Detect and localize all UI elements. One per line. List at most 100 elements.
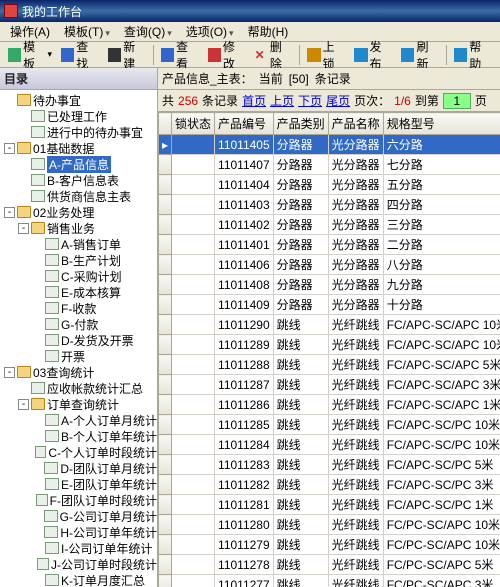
tree-node[interactable]: - 02业务处理 [0, 204, 157, 220]
table-row[interactable]: 11011280跳线光纤跳线FC/PC-SC/APC 10米以上Admin [159, 515, 500, 535]
tree-node[interactable]: J-公司订单时段统计 [0, 556, 157, 572]
tool-icon [401, 48, 414, 62]
table-row[interactable]: ▸11011405分路器光分路器六分路Admin [159, 135, 500, 155]
table-row[interactable]: 11011286跳线光纤跳线FC/APC-SC/APC 1米Admin [159, 395, 500, 415]
cell: 跳线 [273, 315, 328, 335]
table-row[interactable]: 11011282跳线光纤跳线FC/APC-SC/PC 3米Admin [159, 475, 500, 495]
tree-node[interactable]: K-订单月度汇总 [0, 572, 157, 587]
tree-node[interactable]: F-团队订单时段统计 [0, 492, 157, 508]
page-input[interactable] [443, 93, 471, 109]
table-row[interactable]: 11011408分路器光分路器九分路Admin [159, 275, 500, 295]
expand-icon[interactable]: - [18, 399, 29, 410]
expand-icon[interactable]: - [4, 143, 15, 154]
nav-dao: 到第 [415, 92, 439, 109]
expand-icon[interactable]: - [4, 367, 15, 378]
table-row[interactable]: 11011401分路器光分路器二分路Admin [159, 235, 500, 255]
folder-icon [44, 526, 58, 538]
info-rec: 条记录 [315, 70, 351, 87]
expand-icon[interactable]: - [18, 223, 29, 234]
tree-node[interactable]: E-成本核算 [0, 284, 157, 300]
cell: 11011405 [215, 135, 274, 155]
tree-label: B-个人订单年统计 [61, 428, 157, 445]
tree-node[interactable]: D-发货及开票 [0, 332, 157, 348]
tool-label: 修改 [223, 38, 246, 72]
title-bar: 我的工作台 [0, 0, 500, 22]
table-row[interactable]: 11011402分路器光分路器三分路Admin [159, 215, 500, 235]
cell: 11011282 [215, 475, 274, 495]
expand-icon[interactable]: - [4, 207, 15, 218]
table-row[interactable]: 11011406分路器光分路器八分路Admin [159, 255, 500, 275]
tree-node[interactable]: -01基础数据 [0, 140, 157, 156]
tool-label: 新建 [123, 38, 146, 72]
table-row[interactable]: 11011403分路器光分路器四分路Admin [159, 195, 500, 215]
cell: 11011286 [215, 395, 274, 415]
tree-node[interactable]: I-公司订单年统计 [0, 540, 157, 556]
cell [172, 395, 215, 415]
folder-icon [35, 446, 46, 458]
tree-node[interactable]: -销售业务 [0, 220, 157, 236]
tree-node[interactable]: A-销售订单 [0, 236, 157, 252]
tree-node[interactable]: F-收款 [0, 300, 157, 316]
cell: 跳线 [273, 395, 328, 415]
tree-label: 02业务处理 [33, 204, 94, 221]
cell: 11011279 [215, 535, 274, 555]
tree-node[interactable]: A-个人订单月统计 [0, 412, 157, 428]
column-header[interactable]: 规格型号 [383, 113, 500, 135]
tree-node[interactable]: 已处理工作 [0, 108, 157, 124]
column-header[interactable]: 产品编号 [215, 113, 274, 135]
table-row[interactable]: 11011407分路器光分路器七分路Admin [159, 155, 500, 175]
tree-label: 待办事宜 [33, 92, 81, 109]
table-row[interactable]: 11011277跳线光纤跳线FC/PC-SC/APC 3米Admin [159, 575, 500, 587]
nav-first[interactable]: 首页 [242, 92, 266, 109]
cell: FC/APC-SC/PC 5米 [383, 455, 500, 475]
tree-node[interactable]: -03查询统计 [0, 364, 157, 380]
tree-node[interactable]: -订单查询统计 [0, 396, 157, 412]
tree-node[interactable]: D-团队订单月统计 [0, 460, 157, 476]
cell: 十分路 [383, 295, 500, 315]
column-header[interactable]: 产品类别 [273, 113, 328, 135]
table-row[interactable]: 11011278跳线光纤跳线FC/PC-SC/APC 5米Admin [159, 555, 500, 575]
data-grid[interactable]: 锁状态产品编号产品类别产品名称规格型号最后修改▸11011405分路器光分路器六… [158, 112, 500, 587]
tree-node[interactable]: G-公司订单月统计 [0, 508, 157, 524]
tree-view[interactable]: 待办事宜已处理工作进行中的待办事宜-01基础数据A-产品信息B-客户信息表供货商… [0, 90, 157, 587]
table-row[interactable]: 11011283跳线光纤跳线FC/APC-SC/PC 5米Admin [159, 455, 500, 475]
cell [172, 555, 215, 575]
table-row[interactable]: 11011404分路器光分路器五分路Admin [159, 175, 500, 195]
table-row[interactable]: 11011289跳线光纤跳线FC/APC-SC/APC 10米Admin [159, 335, 500, 355]
cell: 11011281 [215, 495, 274, 515]
cell: 分路器 [273, 215, 328, 235]
table-row[interactable]: 11011284跳线光纤跳线FC/APC-SC/PC 10米Admin [159, 435, 500, 455]
tree-node[interactable]: 待办事宜 [0, 92, 157, 108]
table-row[interactable]: 11011409分路器光分路器十分路Admin [159, 295, 500, 315]
tree-node[interactable]: E-团队订单年统计 [0, 476, 157, 492]
table-row[interactable]: 11011288跳线光纤跳线FC/APC-SC/APC 5米Admin [159, 355, 500, 375]
tool-icon [161, 48, 174, 62]
column-header[interactable]: 锁状态 [172, 113, 215, 135]
nav-prev[interactable]: 上页 [270, 92, 294, 109]
tree-node[interactable]: 进行中的待办事宜 [0, 124, 157, 140]
tree-node[interactable]: C-个人订单时段统计 [0, 444, 157, 460]
table-row[interactable]: 11011285跳线光纤跳线FC/APC-SC/PC 10米以上Admin [159, 415, 500, 435]
table-row[interactable]: 11011287跳线光纤跳线FC/APC-SC/APC 3米Admin [159, 375, 500, 395]
nav-next[interactable]: 下页 [298, 92, 322, 109]
tree-node[interactable]: 应收帐款统计汇总 [0, 380, 157, 396]
cell [172, 255, 215, 275]
table-row[interactable]: 11011279跳线光纤跳线FC/PC-SC/APC 10米Admin [159, 535, 500, 555]
tree-node[interactable]: B-个人订单年统计 [0, 428, 157, 444]
column-header[interactable]: 产品名称 [328, 113, 383, 135]
tree-node[interactable]: 供货商信息主表 [0, 188, 157, 204]
nav-last[interactable]: 尾页 [326, 92, 350, 109]
tree-node[interactable]: H-公司订单年统计 [0, 524, 157, 540]
cell: 跳线 [273, 415, 328, 435]
cell: 跳线 [273, 435, 328, 455]
table-row[interactable]: 11011281跳线光纤跳线FC/APC-SC/PC 1米Admin [159, 495, 500, 515]
tree-node[interactable]: C-采购计划 [0, 268, 157, 284]
tree-node[interactable]: B-生产计划 [0, 252, 157, 268]
tree-label: H-公司订单年统计 [60, 524, 157, 541]
table-row[interactable]: 11011290跳线光纤跳线FC/APC-SC/APC 10米以上Admin [159, 315, 500, 335]
tree-node[interactable]: A-产品信息 [0, 156, 157, 172]
tree-node[interactable]: 开票 [0, 348, 157, 364]
tree-node[interactable]: G-付款 [0, 316, 157, 332]
tree-node[interactable]: B-客户信息表 [0, 172, 157, 188]
cell: 光纤跳线 [328, 475, 383, 495]
